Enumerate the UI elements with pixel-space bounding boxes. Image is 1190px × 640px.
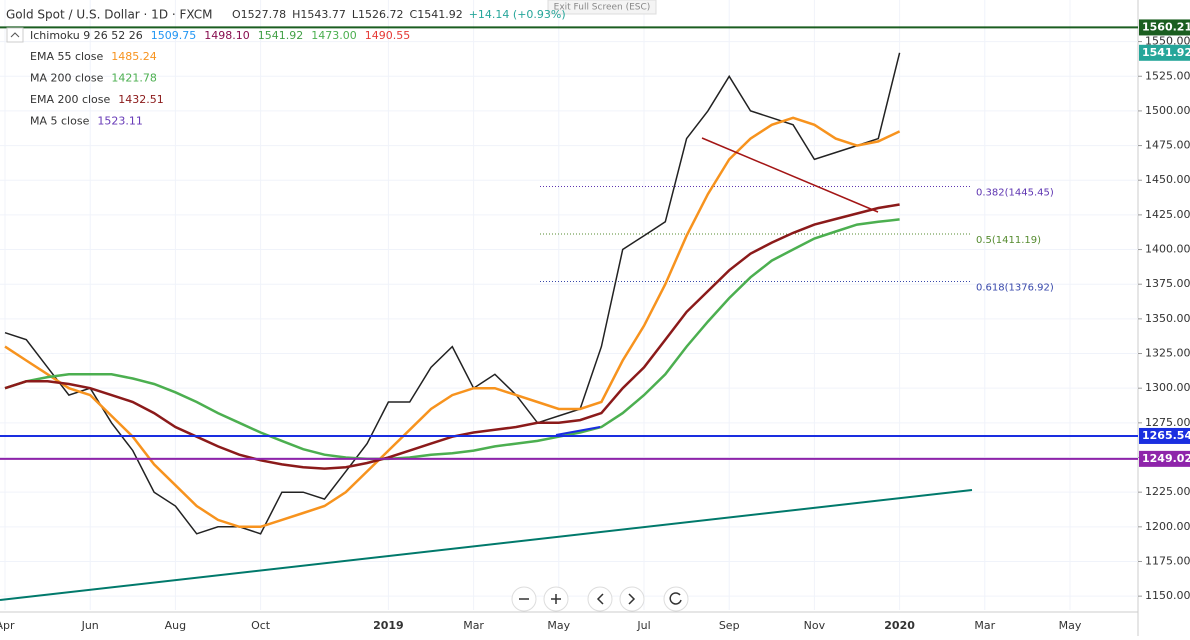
reset-button[interactable] [663, 586, 689, 612]
indicator-value: 1509.75 [151, 29, 197, 42]
x-tick-label: 2020 [884, 619, 915, 632]
exit-fullscreen-label: Exit Full Screen (ESC) [554, 3, 651, 13]
plot-area: 0.382(1445.45) 0.5(1411.19) 0.618(1376.92) [0, 0, 1138, 610]
level-badge [1139, 450, 1190, 467]
x-tick-label: Jul [636, 619, 650, 632]
y-tick-label: 1200.00 [1145, 520, 1190, 533]
fib-label: 0.618(1376.92) [976, 283, 1054, 294]
y-tick-label: 1175.00 [1145, 554, 1190, 567]
reset-icon [669, 592, 682, 605]
y-tick-label: 1150.00 [1145, 589, 1190, 602]
level-badge [1139, 19, 1190, 36]
x-tick-label: May [1059, 619, 1082, 632]
scroll-left-button[interactable] [587, 586, 613, 612]
indicator-line [4, 116, 901, 529]
zoom-controls [511, 586, 689, 612]
y-tick-label: 1450.00 [1145, 173, 1190, 186]
y-tick-label: 1325.00 [1145, 347, 1190, 360]
y-tick-label: 1400.00 [1145, 243, 1190, 256]
quote-value: L1526.72 [352, 8, 404, 21]
x-tick-label: May [547, 619, 570, 632]
level-badge-label: 1249.02 [1142, 452, 1190, 465]
zoom-in-icon [551, 594, 561, 604]
indicator-value: 1473.00 [311, 29, 357, 42]
indicator-line [4, 218, 900, 461]
x-tick-label: Apr [0, 619, 15, 632]
y-tick-label: 1425.00 [1145, 208, 1190, 221]
indicator-name: Ichimoku 9 26 52 26 [30, 29, 143, 42]
legend-value: 1421.78 [111, 72, 157, 85]
scroll-right-icon [628, 593, 636, 605]
indicator-value: 1490.55 [365, 29, 411, 42]
fib-label: 0.5(1411.19) [976, 235, 1041, 246]
x-tick-label: Jun [81, 619, 99, 632]
legend: Gold Spot / U.S. Dollar · 1D · FXCM O152… [6, 8, 566, 128]
legend-name: MA 200 close [30, 72, 104, 85]
collapse-button[interactable] [6, 27, 24, 43]
quote-value: H1543.77 [292, 8, 346, 21]
exit-fullscreen-button[interactable] [547, 0, 657, 15]
trend-line [555, 426, 601, 436]
axes: 1150.001175.001200.001225.001250.001275.… [0, 19, 1190, 632]
legend-value: 1485.24 [111, 50, 157, 63]
x-tick-label: Nov [804, 619, 826, 632]
y-tick-label: 1350.00 [1145, 312, 1190, 325]
price-line [4, 52, 901, 535]
x-tick-label: 2019 [373, 619, 404, 632]
symbol-title: Gold Spot / U.S. Dollar · 1D · FXCM [6, 8, 212, 22]
y-tick-label: 1225.00 [1145, 485, 1190, 498]
quote-value: C1541.92 [410, 8, 463, 21]
y-tick-label: 1300.00 [1145, 381, 1190, 394]
scroll-right-button[interactable] [619, 586, 645, 612]
quote-value: +14.14 (+0.93%) [469, 8, 566, 21]
x-tick-label: Sep [719, 619, 740, 632]
level-badge-label: 1265.54 [1142, 429, 1190, 442]
x-tick-label: Mar [974, 619, 995, 632]
y-tick-label: 1375.00 [1145, 277, 1190, 290]
x-tick-label: Aug [165, 619, 186, 632]
y-tick-label: 1475.00 [1145, 139, 1190, 152]
fib-label: 0.382(1445.45) [976, 188, 1054, 199]
indicator-value: 1498.10 [204, 29, 250, 42]
y-tick-label: 1275.00 [1145, 416, 1190, 429]
x-tick-label: Mar [463, 619, 484, 632]
y-tick-label: 1525.00 [1145, 69, 1190, 82]
legend-name: EMA 200 close [30, 93, 111, 106]
trend-line [0, 489, 973, 601]
collapse-icon [10, 32, 20, 38]
level-badge-label: 1560.21 [1142, 20, 1190, 33]
legend-name: MA 5 close [30, 115, 90, 128]
level-badge [1139, 427, 1190, 444]
legend-value: 1432.51 [118, 93, 164, 106]
legend-value: 1523.11 [97, 115, 143, 128]
legend-name: EMA 55 close [30, 50, 104, 63]
indicator-value: 1541.92 [258, 29, 304, 42]
y-tick-label: 1500.00 [1145, 104, 1190, 117]
x-tick-label: Oct [251, 619, 271, 632]
scroll-left-icon [596, 593, 604, 605]
price-badge [1139, 44, 1190, 61]
quote-value: O1527.78 [232, 8, 286, 21]
trend-line [701, 137, 879, 213]
price-badge-label: 1541.92 [1142, 46, 1190, 59]
y-tick-label: 1550.00 [1145, 35, 1190, 48]
